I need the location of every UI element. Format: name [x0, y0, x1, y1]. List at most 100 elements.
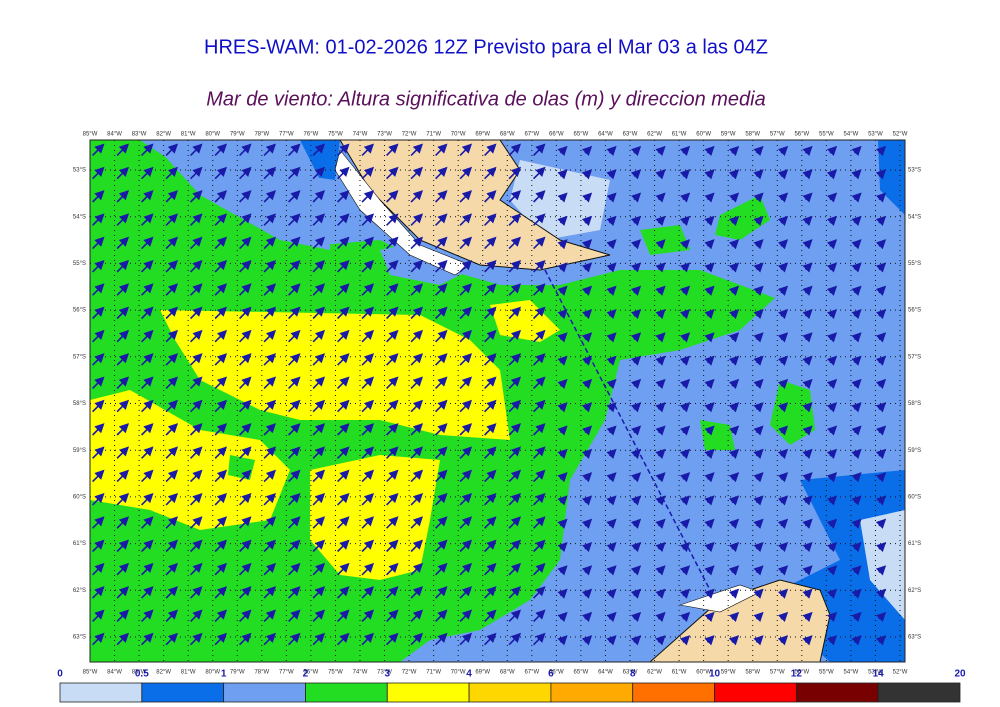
- direction-arrow: [410, 492, 424, 506]
- direction-arrow: [508, 143, 522, 156]
- lon-label: 68°W: [500, 132, 515, 138]
- direction-arrow: [851, 215, 862, 226]
- direction-arrow: [141, 190, 154, 203]
- direction-arrow: [728, 495, 740, 506]
- direction-arrow: [802, 192, 813, 203]
- direction-arrow: [410, 446, 424, 459]
- direction-arrow: [165, 539, 179, 553]
- direction-arrow: [337, 213, 350, 226]
- direction-arrow: [386, 213, 399, 226]
- lon-label: 75°W: [328, 132, 343, 138]
- direction-arrow: [239, 236, 252, 250]
- direction-arrow: [581, 635, 593, 646]
- direction-arrow: [263, 376, 277, 389]
- direction-arrow: [141, 213, 154, 226]
- direction-arrow: [753, 425, 764, 436]
- direction-arrow: [630, 448, 642, 459]
- direction-arrow: [116, 586, 130, 599]
- direction-arrow: [655, 378, 666, 390]
- direction-arrow: [826, 611, 838, 623]
- direction-arrow: [361, 236, 375, 250]
- direction-arrow: [655, 588, 666, 599]
- direction-arrow: [484, 283, 497, 296]
- direction-arrow: [875, 192, 887, 203]
- direction-arrow: [630, 285, 642, 296]
- direction-arrow: [875, 308, 887, 320]
- direction-arrow: [165, 213, 179, 226]
- direction-arrow: [826, 565, 838, 576]
- direction-arrow: [165, 166, 179, 180]
- direction-arrow: [679, 588, 691, 599]
- lat-label: 55°S: [73, 261, 86, 267]
- direction-arrow: [655, 192, 666, 203]
- direction-arrow: [263, 329, 277, 343]
- colorbar-label: 0.5: [135, 669, 149, 680]
- direction-arrow: [728, 332, 740, 343]
- direction-arrow: [630, 355, 642, 366]
- direction-arrow: [459, 609, 473, 622]
- direction-arrow: [802, 611, 813, 623]
- direction-arrow: [410, 329, 424, 343]
- direction-arrow: [435, 259, 448, 273]
- direction-arrow: [679, 239, 691, 250]
- direction-arrow: [655, 169, 666, 180]
- direction-arrow: [655, 355, 666, 366]
- direction-arrow: [777, 262, 789, 273]
- lon-label: 62°W: [647, 132, 662, 138]
- direction-arrow: [557, 262, 568, 273]
- direction-arrow: [875, 169, 887, 180]
- direction-arrow: [288, 446, 301, 459]
- direction-arrow: [484, 586, 497, 599]
- lon-label: 79°W: [230, 670, 245, 676]
- direction-arrow: [704, 262, 715, 273]
- direction-arrow: [728, 588, 740, 599]
- direction-arrow: [655, 541, 666, 553]
- direction-arrow: [630, 169, 642, 180]
- direction-arrow: [190, 516, 203, 529]
- direction-arrow: [826, 425, 838, 436]
- direction-arrow: [679, 355, 691, 366]
- direction-arrow: [435, 283, 448, 296]
- direction-arrow: [459, 329, 473, 343]
- lon-label: 74°W: [353, 132, 368, 138]
- direction-arrow: [239, 190, 252, 203]
- direction-arrow: [361, 609, 375, 622]
- direction-arrow: [533, 562, 546, 576]
- colorbar-segment: [714, 682, 797, 703]
- direction-arrow: [557, 215, 568, 226]
- direction-arrow: [312, 469, 326, 483]
- direction-arrow: [655, 518, 666, 529]
- direction-arrow: [410, 539, 424, 553]
- direction-arrow: [288, 190, 301, 203]
- direction-arrow: [630, 239, 642, 250]
- direction-arrow: [802, 308, 813, 320]
- direction-arrow: [777, 611, 789, 623]
- direction-arrow: [679, 285, 691, 296]
- direction-arrow: [386, 353, 399, 366]
- lon-label: 52°W: [893, 670, 908, 676]
- direction-arrow: [214, 190, 228, 203]
- field-area: [860, 510, 905, 620]
- direction-arrow: [214, 213, 228, 226]
- lon-label: 66°W: [549, 132, 564, 138]
- lat-label: 63°S: [908, 635, 921, 641]
- direction-arrow: [826, 448, 838, 459]
- direction-arrow: [214, 492, 228, 506]
- direction-arrow: [557, 169, 568, 180]
- direction-arrow: [484, 236, 497, 250]
- lon-label: 53°W: [868, 132, 883, 138]
- direction-arrow: [263, 213, 277, 226]
- lon-label: 59°W: [721, 132, 736, 138]
- direction-arrow: [851, 332, 862, 343]
- direction-arrow: [802, 169, 813, 180]
- direction-arrow: [337, 423, 350, 436]
- direction-arrow: [606, 169, 617, 180]
- direction-arrow: [802, 425, 813, 436]
- direction-arrow: [655, 635, 666, 646]
- direction-arrow: [704, 565, 715, 576]
- direction-arrow: [361, 423, 375, 436]
- direction-arrow: [728, 402, 740, 413]
- direction-arrow: [190, 609, 203, 622]
- direction-arrow: [190, 213, 203, 226]
- direction-arrow: [337, 399, 350, 413]
